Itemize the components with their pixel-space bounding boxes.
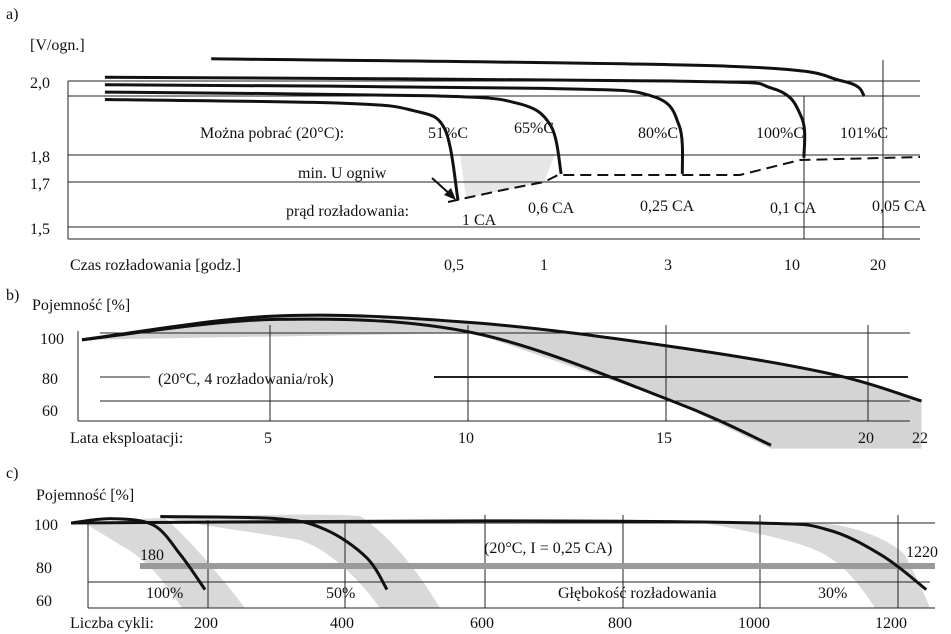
panel-c-xtick: 400 xyxy=(330,615,354,632)
panel-c-annotation: (20°C, I = 0,25 CA) xyxy=(484,540,612,557)
capacity-label: 100%C xyxy=(756,125,804,142)
current-label: 0,1 CA xyxy=(770,200,817,217)
discharge-curve xyxy=(211,57,866,98)
panel-a-ytick: 1,5 xyxy=(30,221,50,238)
panel-a-xtick: 10 xyxy=(784,257,800,274)
capacity-label: 65%C xyxy=(514,120,554,137)
panel-a-xlabel: Czas rozładowania [godz.] xyxy=(70,257,241,274)
panel-c-curves xyxy=(70,515,928,591)
panel-a-grid xyxy=(67,60,920,240)
panel-c-xtick: 800 xyxy=(608,615,632,632)
panel-a-ytick: 1,8 xyxy=(30,149,50,166)
panel-a-ylabel: [V/ogn.] xyxy=(30,37,85,54)
panel-c-point-label: 1220 xyxy=(906,544,938,561)
current-label: 0,05 CA xyxy=(872,198,927,215)
panel-b: b) Pojemność [%] 100 80 60 (20°C, 4 rozł… xyxy=(6,287,928,449)
discharge-curve xyxy=(104,90,563,175)
capacity-curve xyxy=(81,313,922,403)
panel-c-label: c) xyxy=(6,465,18,482)
panel-c-shaded-region xyxy=(165,514,440,608)
panel-b-xtick: 10 xyxy=(458,430,474,447)
min-voltage-line xyxy=(447,156,921,203)
panel-a-xtick: 1 xyxy=(540,257,548,274)
capacity-label: 101%C xyxy=(840,125,888,142)
panel-b-ytick: 60 xyxy=(42,403,58,420)
panel-b-curves xyxy=(81,313,922,447)
capacity-prefix: Można pobrać (20°C): xyxy=(200,125,344,142)
panel-b-xtick: 15 xyxy=(656,430,672,447)
panel-c-ytick: 80 xyxy=(36,560,52,577)
panel-a-xtick: 20 xyxy=(870,257,886,274)
cycle-curve xyxy=(70,519,928,591)
panel-a-xtick: 3 xyxy=(664,257,672,274)
panel-c-shaded-region xyxy=(704,522,930,608)
panel-c-point-label: 180 xyxy=(140,547,164,564)
cycle-curve xyxy=(160,515,389,591)
current-prefix: prąd rozładowania: xyxy=(286,203,409,220)
panel-b-label: b) xyxy=(6,287,19,304)
panel-b-annotation: (20°C, 4 rozładowania/rok) xyxy=(158,371,334,388)
discharge-curve xyxy=(104,75,807,158)
panel-b-xlabel: Lata eksploatacji: xyxy=(70,430,183,447)
panel-a-shaded-region xyxy=(460,154,555,198)
panel-a-label: a) xyxy=(6,6,18,23)
panel-c-ylabel: Pojemność [%] xyxy=(36,487,134,504)
panel-b-xtick: 20 xyxy=(858,430,874,447)
current-label: 1 CA xyxy=(462,212,497,229)
panel-a: a) [V/ogn.] 2,0 1,8 1,7 1,5 xyxy=(6,6,927,274)
panel-c: c) Pojemność [%] 100 80 60 180 1220 (20°… xyxy=(6,465,938,632)
panel-a-curves xyxy=(104,57,866,201)
panel-c-depth-value: 30% xyxy=(818,585,847,602)
panel-c-ytick: 60 xyxy=(36,593,52,610)
panel-c-xlabel: Liczba cykli: xyxy=(70,615,154,632)
panel-b-shaded-band xyxy=(82,315,922,449)
current-label: 0,25 CA xyxy=(640,198,695,215)
panel-c-depth-value: 50% xyxy=(326,585,355,602)
panel-c-depth-label: Głębokość rozładowania xyxy=(558,585,717,602)
panel-c-ytick: 100 xyxy=(34,517,58,534)
panel-b-xtick: 5 xyxy=(264,430,272,447)
panel-a-ytick: 1,7 xyxy=(30,176,50,193)
cycle-curve xyxy=(70,517,207,591)
capacity-curve xyxy=(81,317,772,447)
capacity-label: 51%C xyxy=(428,125,468,142)
panel-c-depth-value: 100% xyxy=(146,585,183,602)
panel-b-xtick: 22 xyxy=(912,430,928,447)
panel-b-ytick: 100 xyxy=(40,331,64,348)
current-label: 0,6 CA xyxy=(528,200,575,217)
panel-c-xtick: 600 xyxy=(470,615,494,632)
panel-c-xtick: 1200 xyxy=(875,615,907,632)
panel-b-ytick: 80 xyxy=(42,371,58,388)
panel-b-grid xyxy=(77,325,910,422)
discharge-curve xyxy=(104,98,460,201)
min-voltage-label: min. U ogniw xyxy=(298,165,387,182)
panel-b-ylabel: Pojemność [%] xyxy=(32,297,130,314)
discharge-curve xyxy=(104,83,685,174)
panel-c-xtick: 200 xyxy=(194,615,218,632)
panel-a-xtick: 0,5 xyxy=(444,257,464,274)
panel-c-xtick: 1000 xyxy=(738,615,770,632)
min-voltage-arrow xyxy=(431,177,456,200)
capacity-label: 80%C xyxy=(638,125,678,142)
panel-a-ytick: 2,0 xyxy=(30,75,50,92)
